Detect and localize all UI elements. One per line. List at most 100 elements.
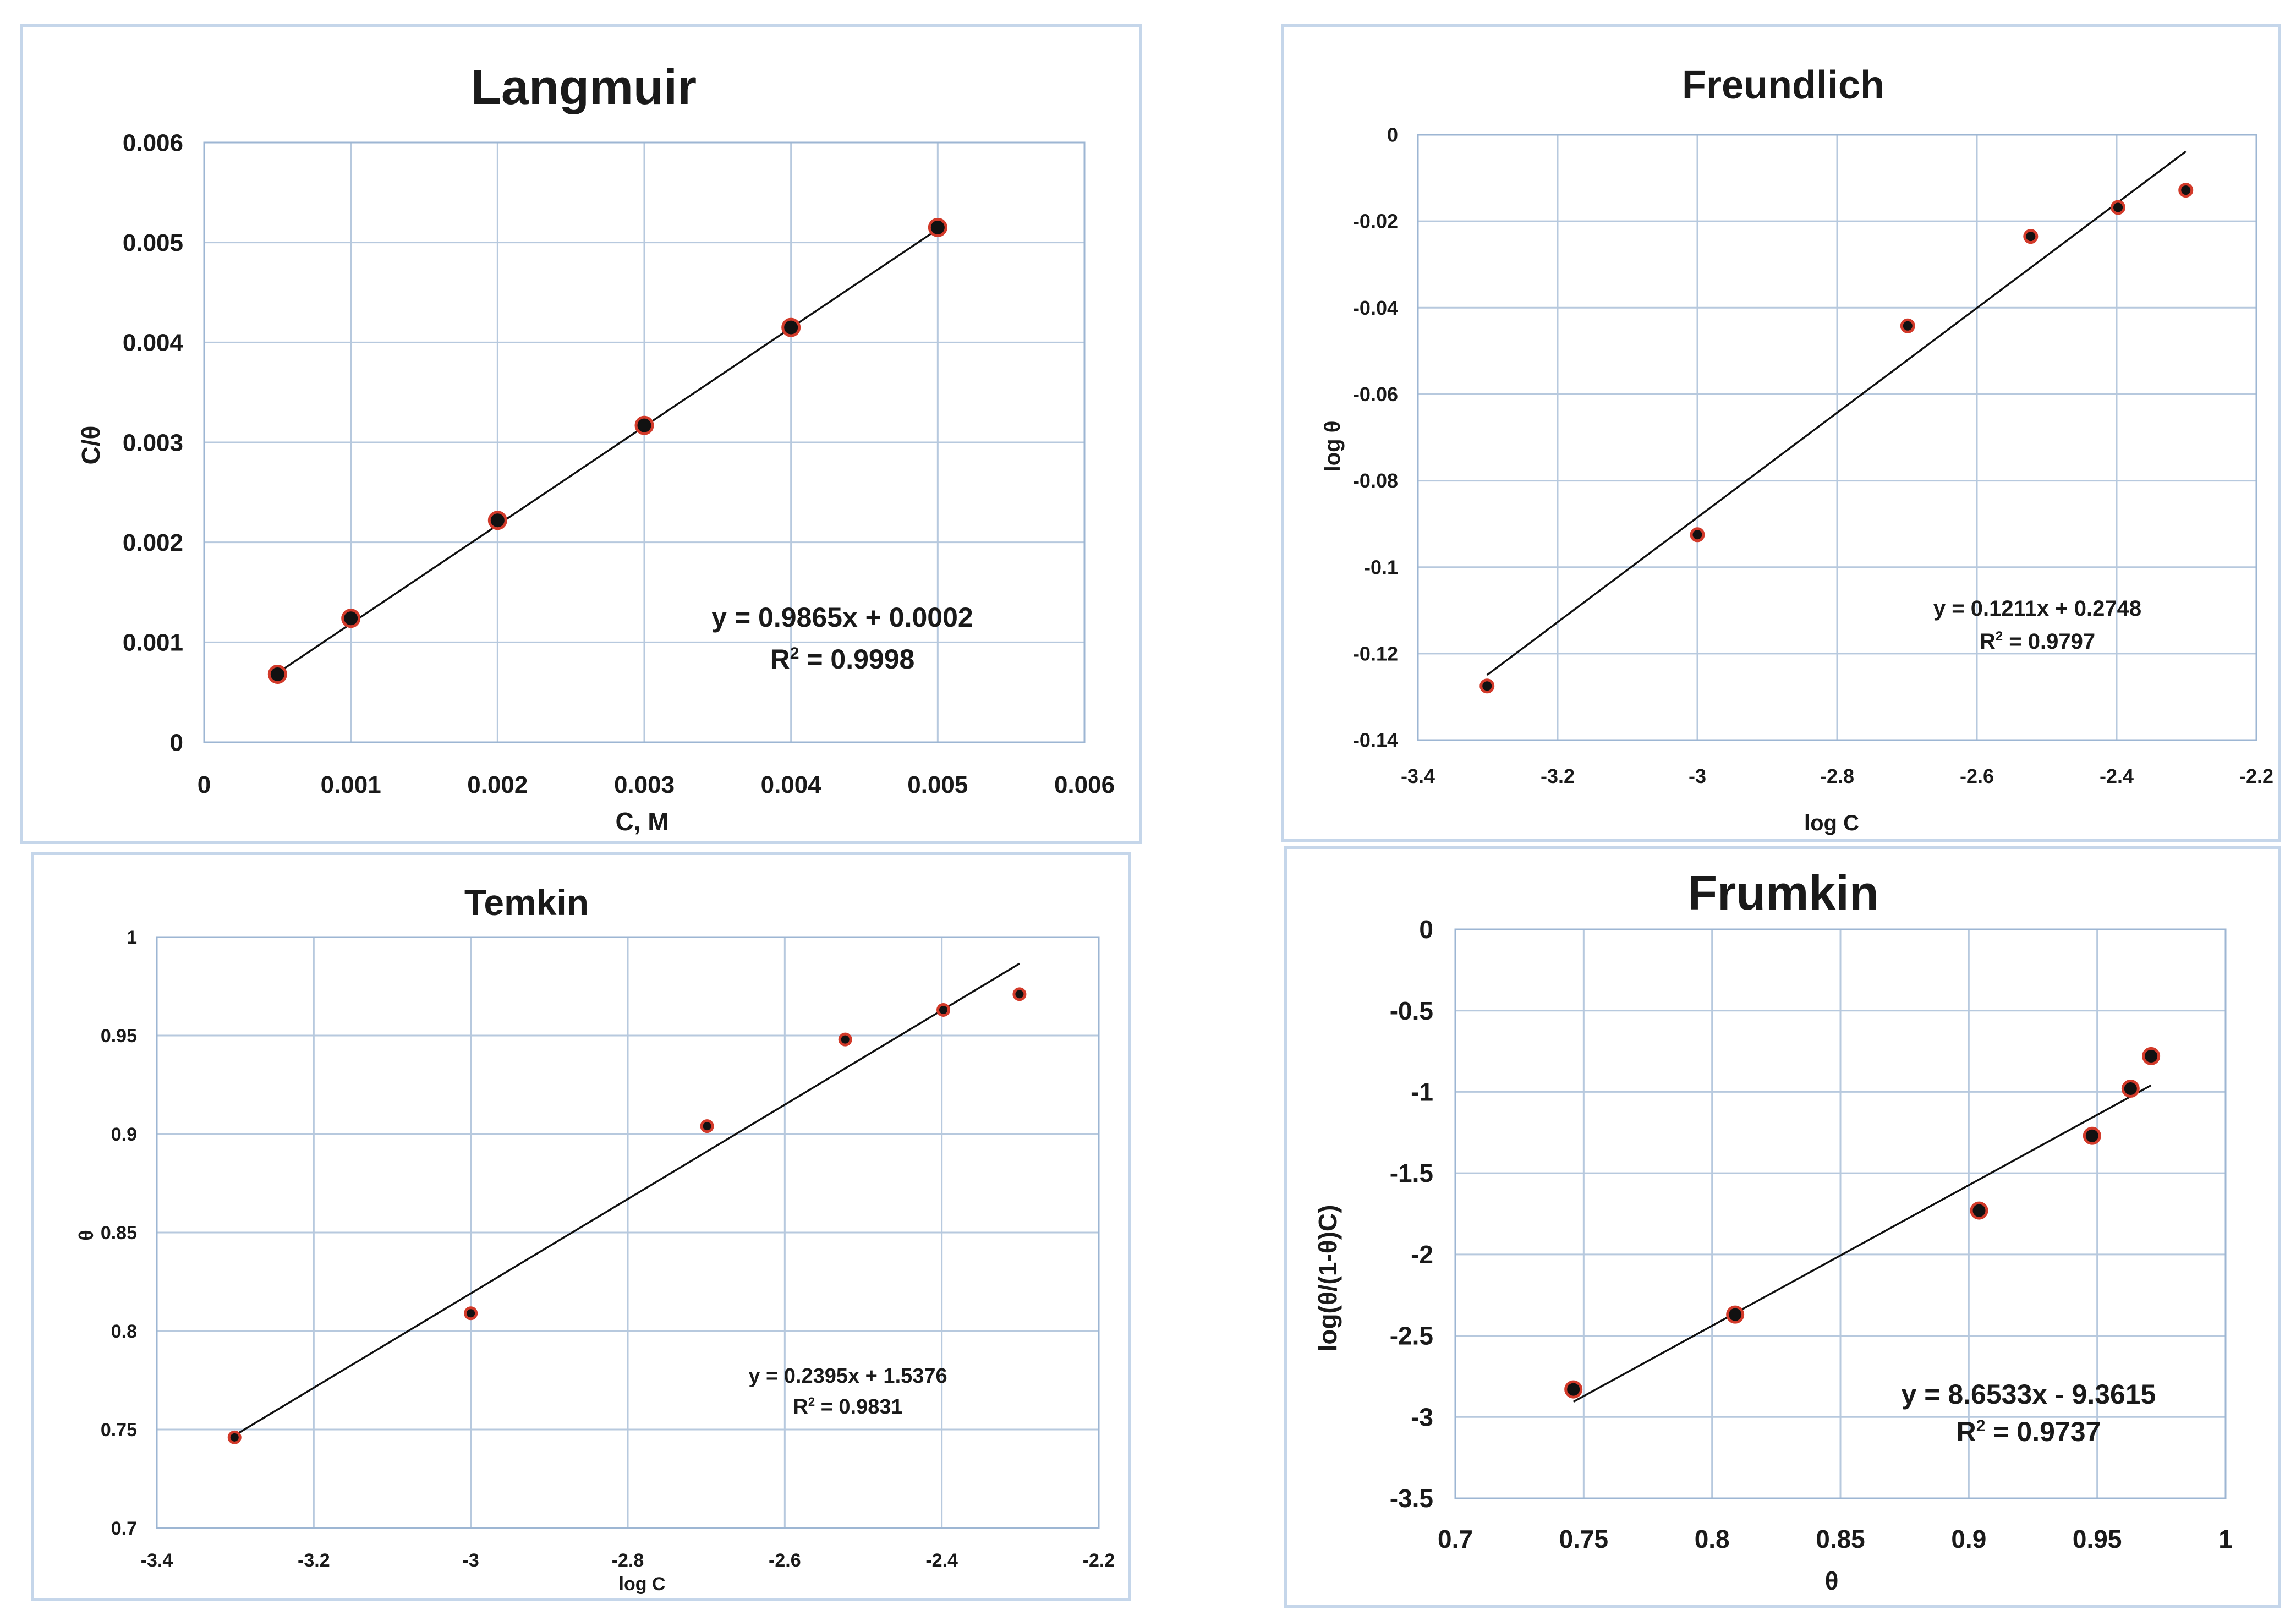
plot-area xyxy=(156,936,1100,1529)
y-tick-label: -0.14 xyxy=(1353,729,1398,752)
x-tick-label: 1 xyxy=(2218,1525,2233,1553)
x-tick-label: 0.004 xyxy=(761,771,822,798)
y-tick-label: 0 xyxy=(1419,915,1433,944)
r-squared-exponent: 2 xyxy=(808,1395,815,1409)
y-tick-label: 0.005 xyxy=(123,229,183,256)
y-axis-label: log(θ/(1-θ)C) xyxy=(1313,1205,1342,1352)
x-axis-label: log C xyxy=(1804,811,1859,835)
data-point xyxy=(781,317,801,337)
x-axis-label: θ xyxy=(1825,1567,1839,1595)
chart-title: Frumkin xyxy=(1687,866,1878,920)
x-tick-label: 0.001 xyxy=(321,771,381,798)
data-point xyxy=(928,217,947,237)
data-point xyxy=(2178,183,2194,198)
data-point xyxy=(267,664,287,684)
chart-panel-frumkin: 0.7 0.75 0.8 0.85 0.9 0.95 1 0 -0.5 -1 -1.5 -2 -2.5 -… xyxy=(1284,846,2281,1608)
x-tick-label: 0.9 xyxy=(1951,1525,1986,1553)
x-tick-label: -2.2 xyxy=(1083,1550,1115,1571)
data-point xyxy=(1479,678,1495,694)
y-axis-label: θ xyxy=(75,1230,97,1240)
y-axis-label: log θ xyxy=(1320,421,1345,472)
trendline xyxy=(1572,1084,2152,1403)
y-tick-label: 0.002 xyxy=(123,529,183,556)
data-point xyxy=(634,415,654,435)
data-point xyxy=(464,1306,478,1321)
temkin-chart: -3.4 -3.2 -3 -2.8 -2.6 -2.4 -2.2 0.7 0.75 0.8 0.85… xyxy=(75,882,1115,1595)
data-point xyxy=(2121,1080,2140,1098)
y-tick-label: -0.1 xyxy=(1364,556,1398,578)
x-tick-label: -3 xyxy=(463,1550,479,1571)
data-point xyxy=(1012,987,1027,1001)
data-point xyxy=(1900,318,1915,333)
trendline-equation: y = 8.6533x - 9.3615 xyxy=(1902,1379,2156,1410)
r-squared-exponent: 2 xyxy=(1996,629,2003,644)
x-tick-label: -2.2 xyxy=(2239,765,2273,787)
y-tick-label: -2.5 xyxy=(1390,1322,1433,1350)
data-point xyxy=(1726,1305,1745,1324)
y-tick-label: 1 xyxy=(127,927,137,948)
y-tick-label: 0.95 xyxy=(101,1026,137,1047)
y-tick-label: -0.5 xyxy=(1390,996,1433,1025)
chart-panel-freundlich: -3.4 -3.2 -3 -2.8 -2.6 -2.4 -2.2 0 -0.02 -0.04 -0.… xyxy=(1281,24,2281,842)
y-tick-label: -0.12 xyxy=(1353,642,1398,665)
x-tick-label: 0.002 xyxy=(467,771,528,798)
x-tick-label: -2.8 xyxy=(612,1550,644,1571)
y-tick-label: -3.5 xyxy=(1390,1484,1433,1513)
x-tick-label: 0.003 xyxy=(614,771,675,798)
data-point xyxy=(1690,527,1705,543)
y-tick-label: 0.9 xyxy=(111,1124,137,1145)
data-point xyxy=(341,609,361,628)
y-tick-label: 0.004 xyxy=(123,330,184,357)
trendline-equation: y = 0.1211x + 0.2748 xyxy=(1933,596,2141,621)
y-tick-label: 0.001 xyxy=(123,629,183,656)
r-squared: R2 = 0.9998 xyxy=(770,644,915,675)
y-tick-label: 0.7 xyxy=(111,1518,137,1539)
plot-area xyxy=(203,141,1086,743)
x-tick-label: -3.4 xyxy=(141,1550,173,1571)
langmuir-chart: 0 0.001 0.002 0.003 0.004 0.005 0.006 0 0.001 0.0… xyxy=(76,60,1115,836)
y-tick-label: 0 xyxy=(170,729,183,756)
x-tick-label: -2.8 xyxy=(1820,765,1854,787)
y-tick-label: 0.003 xyxy=(123,429,183,456)
trendline xyxy=(277,228,939,674)
y-tick-label: -2 xyxy=(1411,1240,1433,1269)
data-point xyxy=(2023,229,2039,244)
x-tick-label: -2.6 xyxy=(1960,765,1994,787)
data-point xyxy=(227,1430,242,1444)
y-tick-label: -0.02 xyxy=(1353,210,1398,233)
data-point xyxy=(2111,200,2126,215)
chart-title: Temkin xyxy=(464,882,589,923)
trendline-equation: y = 0.9865x + 0.0002 xyxy=(711,602,973,633)
chart-title: Freundlich xyxy=(1682,63,1884,107)
data-point xyxy=(2083,1126,2101,1145)
chart-title: Langmuir xyxy=(471,60,697,115)
x-tick-label: -2.4 xyxy=(2100,765,2134,787)
freundlich-chart: -3.4 -3.2 -3 -2.8 -2.6 -2.4 -2.2 0 -0.02 -0.04 -0.… xyxy=(1320,63,2273,835)
y-tick-label: 0.75 xyxy=(101,1420,137,1441)
x-axis-label: C, M xyxy=(615,807,668,836)
data-point xyxy=(1970,1201,1988,1220)
r-squared: R2 = 0.9797 xyxy=(1980,629,2095,654)
r-squared: R2 = 0.9831 xyxy=(793,1395,902,1419)
trendline xyxy=(234,962,1020,1437)
trendline-equation: y = 0.2395x + 1.5376 xyxy=(748,1365,947,1388)
x-tick-label: -2.4 xyxy=(925,1550,958,1571)
x-tick-label: 0.005 xyxy=(907,771,968,798)
data-point xyxy=(2142,1047,2161,1065)
y-tick-label: -3 xyxy=(1411,1403,1433,1431)
x-tick-label: -3.4 xyxy=(1401,765,1435,787)
plot-area xyxy=(1454,928,2227,1499)
y-tick-label: -1 xyxy=(1411,1078,1433,1107)
y-tick-label: 0.85 xyxy=(101,1223,137,1244)
trendline xyxy=(1486,150,2187,676)
x-axis-label: log C xyxy=(619,1574,666,1595)
y-tick-label: -0.04 xyxy=(1353,297,1398,319)
data-point xyxy=(700,1119,714,1133)
x-tick-label: 0.75 xyxy=(1559,1525,1609,1553)
y-tick-label: 0 xyxy=(1387,124,1398,146)
y-tick-label: 0.006 xyxy=(123,129,183,156)
data-point xyxy=(838,1032,852,1047)
r-squared-exponent: 2 xyxy=(1976,1417,1986,1435)
data-point xyxy=(487,511,507,530)
y-tick-label: 0.8 xyxy=(111,1321,137,1342)
